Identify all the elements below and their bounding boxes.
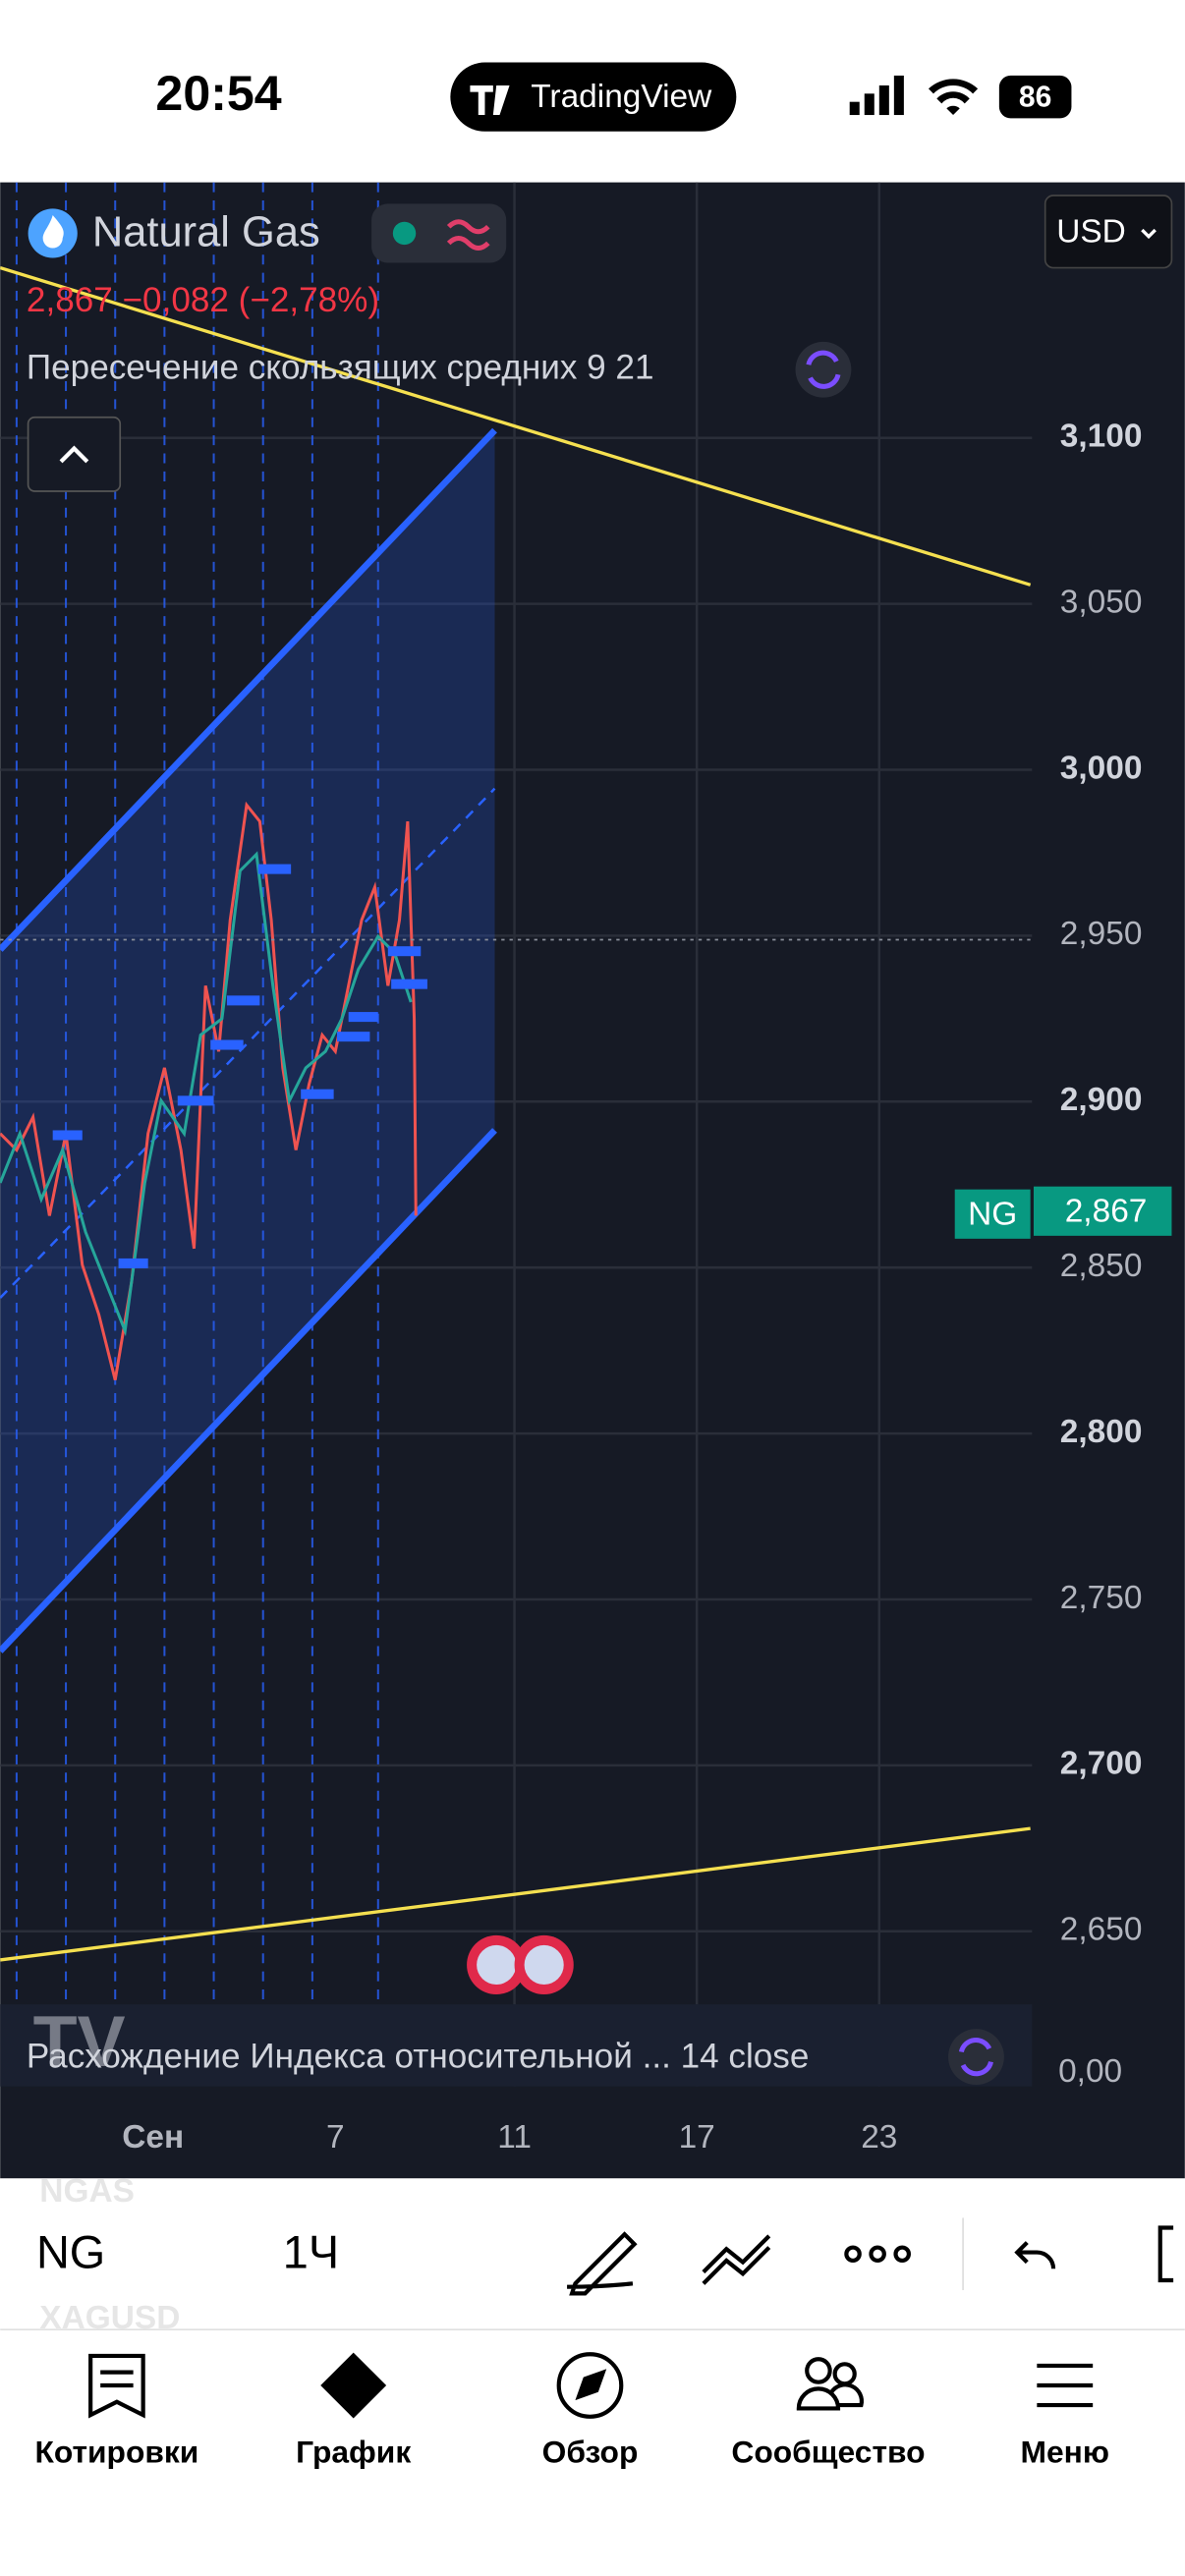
chevron-up [59,445,89,464]
x-tick-label: 23 [861,2119,897,2156]
refresh [958,2038,993,2077]
y-tick-label: 2,750 [1060,1580,1143,1616]
y-tick-label: 2,700 [1060,1746,1143,1782]
y-tick-label: 3,050 [1060,584,1143,620]
price-path [0,851,413,1337]
channel-fill [0,430,495,1652]
undo-icon[interactable] [1014,2241,1056,2269]
wifi [928,79,979,116]
flag [477,1944,517,1986]
logo-watermark: TV [33,2000,126,2082]
channel-upper [0,427,497,952]
indicator-icon[interactable] [795,341,852,398]
trend-line [0,265,1032,587]
drawings [0,182,1032,2005]
price-tag-symbol-bg [954,1189,1031,1239]
tab-label[interactable]: Меню [1021,2435,1109,2470]
y-tick-label: 2,850 [1060,1248,1143,1284]
x-tick-label: 7 [326,2119,345,2156]
price-tag: 2,867 [1065,1193,1148,1229]
time-axis: Сен 7 11 17 23 [122,2119,897,2156]
time: 20:54 [155,66,281,121]
currency[interactable]: USD [1056,213,1126,250]
tab-labels: Котировки График Обзор Сообщество Меню [34,2435,1109,2470]
flag [524,1944,564,1986]
market-status [371,203,507,263]
price-axis: 3,100 3,050 3,000 2,950 2,900 2,850 2,800 2,750… [1060,419,1143,1948]
tab-icon[interactable] [556,2352,624,2419]
collapse-button[interactable] [27,416,122,492]
symbol-name: Natural Gas [92,209,320,256]
y-tick-label: 2,800 [1060,1414,1143,1450]
price-tag-symbol: NG [968,1196,1017,1232]
oscillator-pane [0,2004,1033,2087]
toolbar-interval[interactable]: 1Ч [283,2226,339,2277]
tab-label[interactable]: Котировки [34,2435,198,2470]
indicators-icon[interactable] [702,2234,771,2285]
chevron [1141,228,1157,240]
tab-label[interactable]: Обзор [542,2435,639,2470]
y-tick-label: 2,650 [1060,1912,1143,1948]
toolbar-symbol[interactable]: NG [36,2226,105,2277]
price-path [0,801,418,1381]
y-tick-label: 3,000 [1060,750,1143,786]
trend-line [0,1826,1031,1962]
y-tick-label: 2,900 [1060,1082,1143,1118]
toolbar [0,2178,1185,2330]
battery-level: 86 [1019,81,1051,113]
indicator-icon[interactable] [948,2029,1004,2086]
battery [998,75,1072,119]
signals [52,864,427,1268]
grid [0,182,1033,2087]
app-pill [450,62,737,132]
app-logo [470,84,510,116]
currency-button[interactable] [1044,195,1173,269]
fullscreen-icon[interactable] [1157,2225,1174,2283]
price-tag-bg [1033,1186,1172,1236]
tab-bar [0,2329,1185,2576]
oscillator-name: Расхождение Индекса относительной ... 14… [27,2038,809,2076]
x-tick-label: 11 [497,2119,532,2156]
x-tick-label: 17 [679,2119,715,2156]
indicator-name: Пересечение скользящих средних 9 21 [27,349,654,387]
oscillator-value: 0,00 [1058,2053,1122,2090]
x-tick-label: Сен [122,2119,184,2156]
tab-label[interactable]: Сообщество [731,2435,925,2470]
channel-lower [0,1128,497,1653]
tab-icon[interactable] [796,2357,864,2411]
flame [42,215,64,249]
status-wave [446,219,490,251]
refresh [806,350,841,389]
status-dot [392,221,417,246]
y-tick-label: 2,950 [1060,916,1143,952]
compass [575,2369,607,2401]
tab-icon[interactable] [1037,2363,1094,2408]
tab-label[interactable]: График [296,2435,411,2470]
watermark: NGAS [39,2173,135,2210]
y-tick-label: 3,100 [1060,419,1143,455]
more-icon[interactable] [844,2245,911,2264]
tab-icon[interactable] [88,2353,145,2419]
draw-icon[interactable] [567,2231,638,2296]
signal [849,75,904,116]
app-name: TradingView [531,79,712,115]
quote: 2,867 −0,082 (−2,78%) [27,281,379,319]
